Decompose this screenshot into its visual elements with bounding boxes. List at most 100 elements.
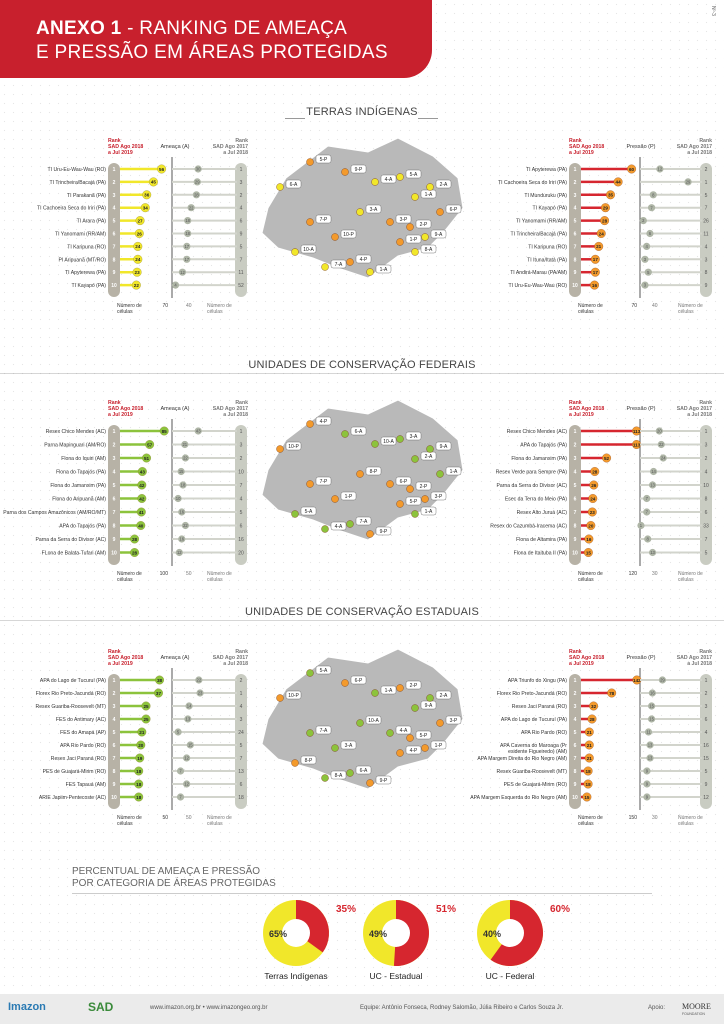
threat-value: 27 [137, 218, 143, 223]
map-area [406, 223, 414, 231]
prev-dot [194, 165, 202, 173]
prev-rank: 11 [238, 270, 243, 276]
threat-item-name: TI Karipuna (RO) [67, 244, 106, 250]
map-area [356, 719, 364, 727]
map-area [366, 530, 374, 538]
map-tag [375, 526, 392, 536]
pressure-item-name: Resex Jaci Paraná (RO) [512, 704, 568, 710]
prev-rank: 2 [240, 193, 243, 199]
map-area [276, 183, 284, 191]
axis-mid: 30 [652, 815, 658, 821]
map-label: 3-P [400, 217, 408, 223]
prev-value: 13 [648, 756, 653, 761]
axis-max: 100 [160, 571, 169, 577]
map-area [386, 218, 394, 226]
map-area [436, 719, 444, 727]
moore-logo: MOORE [682, 1002, 711, 1011]
rank-header: SAD Ago 2018 [108, 406, 143, 412]
map-area [436, 208, 444, 216]
rank-header: Rank [569, 400, 582, 406]
map-tag [340, 491, 357, 501]
rank-header: a Jul 2019 [108, 150, 133, 156]
pressure-header: Pressão (P) [626, 655, 655, 661]
map-label: 1-A [380, 267, 388, 273]
pressure-value: 44 [616, 180, 622, 185]
pressure-dot [590, 467, 600, 476]
cells-label: células [117, 577, 133, 583]
prev-value: 16 [179, 510, 184, 515]
cells-label: Número de [678, 815, 703, 821]
prev-dot [194, 427, 202, 435]
threat-value: 28 [132, 537, 138, 542]
map-label: 6-P [355, 678, 363, 684]
prev-value: 8 [652, 192, 655, 197]
prev-dot [184, 229, 192, 238]
prev-dot [183, 754, 191, 762]
map-tag [420, 244, 437, 254]
rank-header: a Jul 2018 [223, 661, 248, 667]
prev-value: 12 [658, 167, 663, 172]
pressure-value: 20 [588, 523, 594, 528]
axis-max: 70 [162, 303, 168, 309]
map-tag [355, 254, 372, 264]
map-label: 2-P [420, 484, 428, 490]
prev-value: 11 [646, 730, 651, 735]
threat-dot [136, 507, 146, 517]
prev-value: 4 [174, 283, 177, 288]
map-label: 4-P [360, 257, 368, 263]
rank-header: Rank [569, 649, 582, 655]
rank-number: 6 [574, 497, 577, 503]
prev-rank: 3 [705, 257, 708, 263]
prev-dot [643, 780, 651, 788]
threat-item-name: TI Parakanã (PA) [67, 193, 106, 199]
map-tag [435, 179, 452, 189]
divider [418, 118, 438, 119]
prev-value: 3 [644, 283, 647, 288]
threat-item-name: ARIE Japiim-Pentecoste (AC) [39, 795, 106, 801]
map-tag [315, 665, 332, 675]
prev-dot [196, 689, 204, 697]
map-label: 1-A [385, 688, 393, 694]
map-tag [330, 521, 347, 531]
pressure-value: 28 [589, 717, 595, 722]
pressure-item-name: Esec da Terra do Meio (PA) [505, 497, 567, 503]
map-area [426, 445, 434, 453]
map-label: 2-A [425, 454, 433, 460]
axis-mid: 30 [652, 571, 658, 577]
map-area [411, 248, 419, 256]
rank-number: 4 [113, 470, 116, 476]
prev-rank: 1 [705, 678, 708, 684]
map-label: 4-P [410, 748, 418, 754]
prev-value: 18 [185, 218, 190, 223]
rank-number: 1 [574, 167, 577, 173]
pressure-value: 21 [587, 756, 593, 761]
prev-dot [648, 689, 656, 697]
threat-item-name: FES do Amapá (AP) [60, 730, 106, 736]
map-tag [285, 690, 302, 700]
prev-value: 12 [184, 756, 189, 761]
map-area [436, 470, 444, 478]
rank-header: a Jul 2018 [687, 412, 712, 418]
pressure-dot [627, 164, 637, 174]
prev-dot [646, 229, 654, 238]
rank-header: a Jul 2019 [569, 150, 594, 156]
prev-dot [176, 793, 185, 801]
pie-name: Terras Indígenas [264, 971, 327, 981]
prev-value: 4 [645, 244, 648, 249]
map-area [331, 233, 339, 241]
prev-rank: 8 [705, 270, 708, 276]
pressure-item-name: APA Margem Esquerda do Rio Negro (AM) [470, 795, 567, 801]
pressure-item-name: TI Cachoeira Seca do Iriri (PA) [498, 180, 567, 186]
map-tag [365, 204, 382, 214]
threat-item-name: APA do Tapajós (PA) [59, 524, 106, 530]
rank-header: a Jul 2019 [108, 412, 133, 418]
cells-label: células [117, 309, 133, 315]
map-area [366, 268, 374, 276]
map-area [396, 500, 404, 508]
pie-hole [282, 919, 310, 947]
pressure-value: 24 [599, 231, 605, 236]
prev-rank: 5 [240, 743, 243, 749]
prev-dot [643, 767, 651, 775]
pressure-value: 15 [584, 795, 590, 800]
pie-hole [382, 919, 410, 947]
